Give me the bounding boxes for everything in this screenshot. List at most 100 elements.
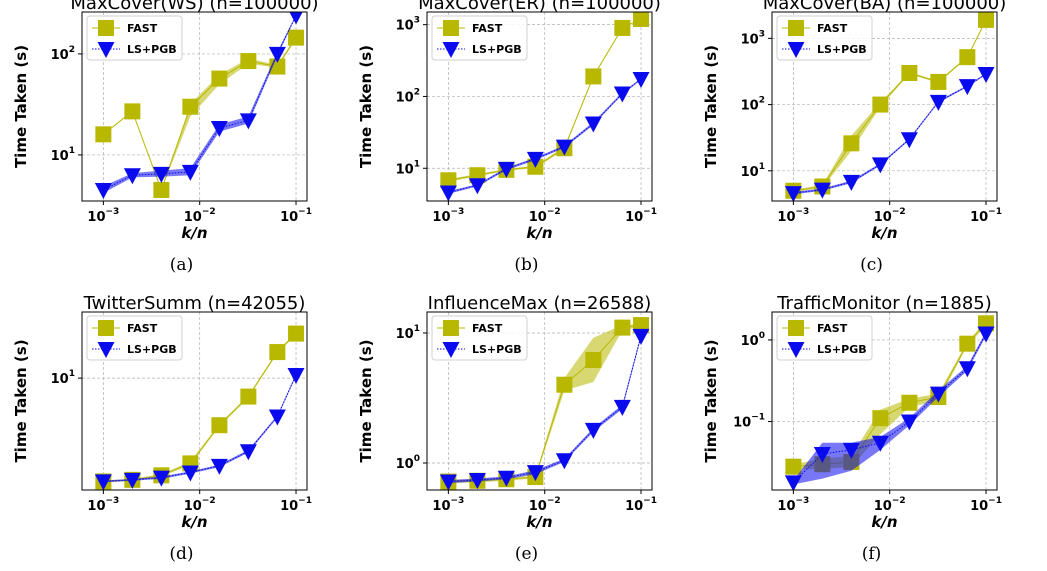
x-axis-label: k/n: [526, 513, 552, 531]
tick-base: 10: [87, 210, 105, 225]
legend-label-fast: FAST: [817, 322, 848, 335]
tick-exponent: −2: [202, 207, 216, 217]
axes-frame: [771, 11, 998, 202]
tick-base: 10: [529, 499, 547, 514]
y-tick-label: 101: [51, 369, 75, 387]
axes-frame: [426, 11, 653, 202]
panel-caption: (b): [514, 255, 538, 275]
data-point-ls-pgb: [526, 465, 544, 482]
data-point-ls-pgb: [555, 453, 573, 470]
data-point-fast: [269, 344, 286, 361]
legend-marker-fast: [98, 20, 114, 36]
tick-base: 10: [733, 416, 751, 431]
tick-exponent: 1: [414, 159, 420, 169]
data-point-fast: [843, 135, 860, 152]
data-point-fast: [959, 49, 976, 66]
data-point-ls-pgb: [152, 470, 170, 487]
legend: FAST LS+PGB: [776, 315, 873, 361]
y-axis-label: Time Taken (s): [12, 339, 30, 462]
data-point-fast: [240, 53, 257, 70]
axes-frame: [81, 11, 308, 202]
legend-label-ls-pgb: LS+PGB: [127, 343, 177, 356]
legend-label-fast: FAST: [472, 322, 503, 335]
x-tick-label: 10−1: [280, 496, 312, 514]
plot-area: [94, 325, 305, 490]
chart-title: TrafficMonitor (n=1885): [776, 293, 992, 314]
y-axis-label: Time Taken (s): [357, 339, 375, 462]
y-tick-label: 102: [396, 87, 420, 105]
tick-base: 10: [777, 499, 795, 514]
y-tick-label: 100: [741, 331, 765, 349]
x-tick-label: 10−1: [280, 207, 312, 225]
panel-caption: (e): [515, 544, 538, 564]
tick-base: 10: [51, 48, 69, 63]
y-tick-label: 103: [396, 16, 420, 34]
data-point-ls-pgb: [239, 113, 257, 130]
data-point-fast: [901, 64, 918, 81]
data-point-fast: [440, 172, 457, 189]
tick-base: 10: [741, 165, 759, 180]
data-point-fast: [288, 325, 305, 342]
tick-exponent: 3: [414, 16, 420, 26]
data-point-ls-pgb: [526, 151, 544, 168]
tick-exponent: −3: [796, 207, 810, 217]
data-point-ls-pgb: [287, 367, 305, 384]
tick-base: 10: [396, 162, 414, 177]
data-point-ls-pgb: [813, 447, 831, 464]
data-point-ls-pgb: [239, 444, 257, 461]
tick-exponent: −1: [298, 207, 312, 217]
data-point-ls-pgb: [289, 12, 303, 25]
tick-exponent: 0: [759, 331, 765, 341]
tick-base: 10: [184, 499, 202, 514]
data-point-ls-pgb: [584, 422, 602, 439]
x-tick-label: 10−3: [432, 207, 464, 225]
tick-exponent: −3: [106, 496, 120, 506]
plot-area: [784, 12, 995, 201]
tick-base: 10: [529, 210, 547, 225]
data-point-fast: [288, 29, 305, 46]
legend-label-ls-pgb: LS+PGB: [127, 43, 177, 56]
legend: FAST LS+PGB: [431, 15, 528, 61]
tick-base: 10: [280, 499, 298, 514]
tick-exponent: −3: [106, 207, 120, 217]
y-tick-label: 102: [741, 96, 765, 114]
tick-base: 10: [51, 372, 69, 387]
data-point-ls-pgb: [210, 120, 228, 137]
data-point-ls-pgb: [977, 326, 995, 343]
chart-title: MaxCover(BA) (n=100000): [763, 0, 1007, 14]
tick-exponent: 1: [69, 369, 75, 379]
plot-area: [439, 317, 650, 490]
tick-base: 10: [741, 334, 759, 349]
data-point-ls-pgb: [152, 166, 170, 183]
x-tick-label: 10−1: [625, 207, 657, 225]
data-point-ls-pgb: [497, 470, 515, 487]
panel-caption: (a): [170, 255, 193, 275]
x-tick-label: 10−1: [970, 207, 1002, 225]
tick-exponent: −1: [751, 413, 765, 423]
legend-label-ls-pgb: LS+PGB: [472, 343, 522, 356]
legend-marker-fast: [98, 320, 114, 336]
data-point-ls-pgb: [784, 186, 802, 201]
data-point-ls-pgb: [929, 94, 947, 111]
chart-title: MaxCover(ER) (n=100000): [418, 0, 661, 14]
tick-base: 10: [432, 499, 450, 514]
x-axis-label: k/n: [181, 224, 207, 242]
data-point-fast: [585, 351, 602, 368]
plot-area: [784, 315, 995, 490]
x-axis-label: k/n: [871, 224, 897, 242]
tick-base: 10: [51, 149, 69, 164]
tick-exponent: 1: [69, 146, 75, 156]
tick-exponent: −1: [298, 496, 312, 506]
axes-frame: [81, 311, 308, 491]
data-point-ls-pgb: [94, 182, 112, 199]
data-point-fast: [633, 12, 650, 27]
data-point-ls-pgb: [468, 178, 486, 195]
x-axis-label: k/n: [181, 513, 207, 531]
data-point-fast: [614, 319, 631, 336]
x-axis-label: k/n: [526, 224, 552, 242]
tick-base: 10: [396, 327, 414, 342]
